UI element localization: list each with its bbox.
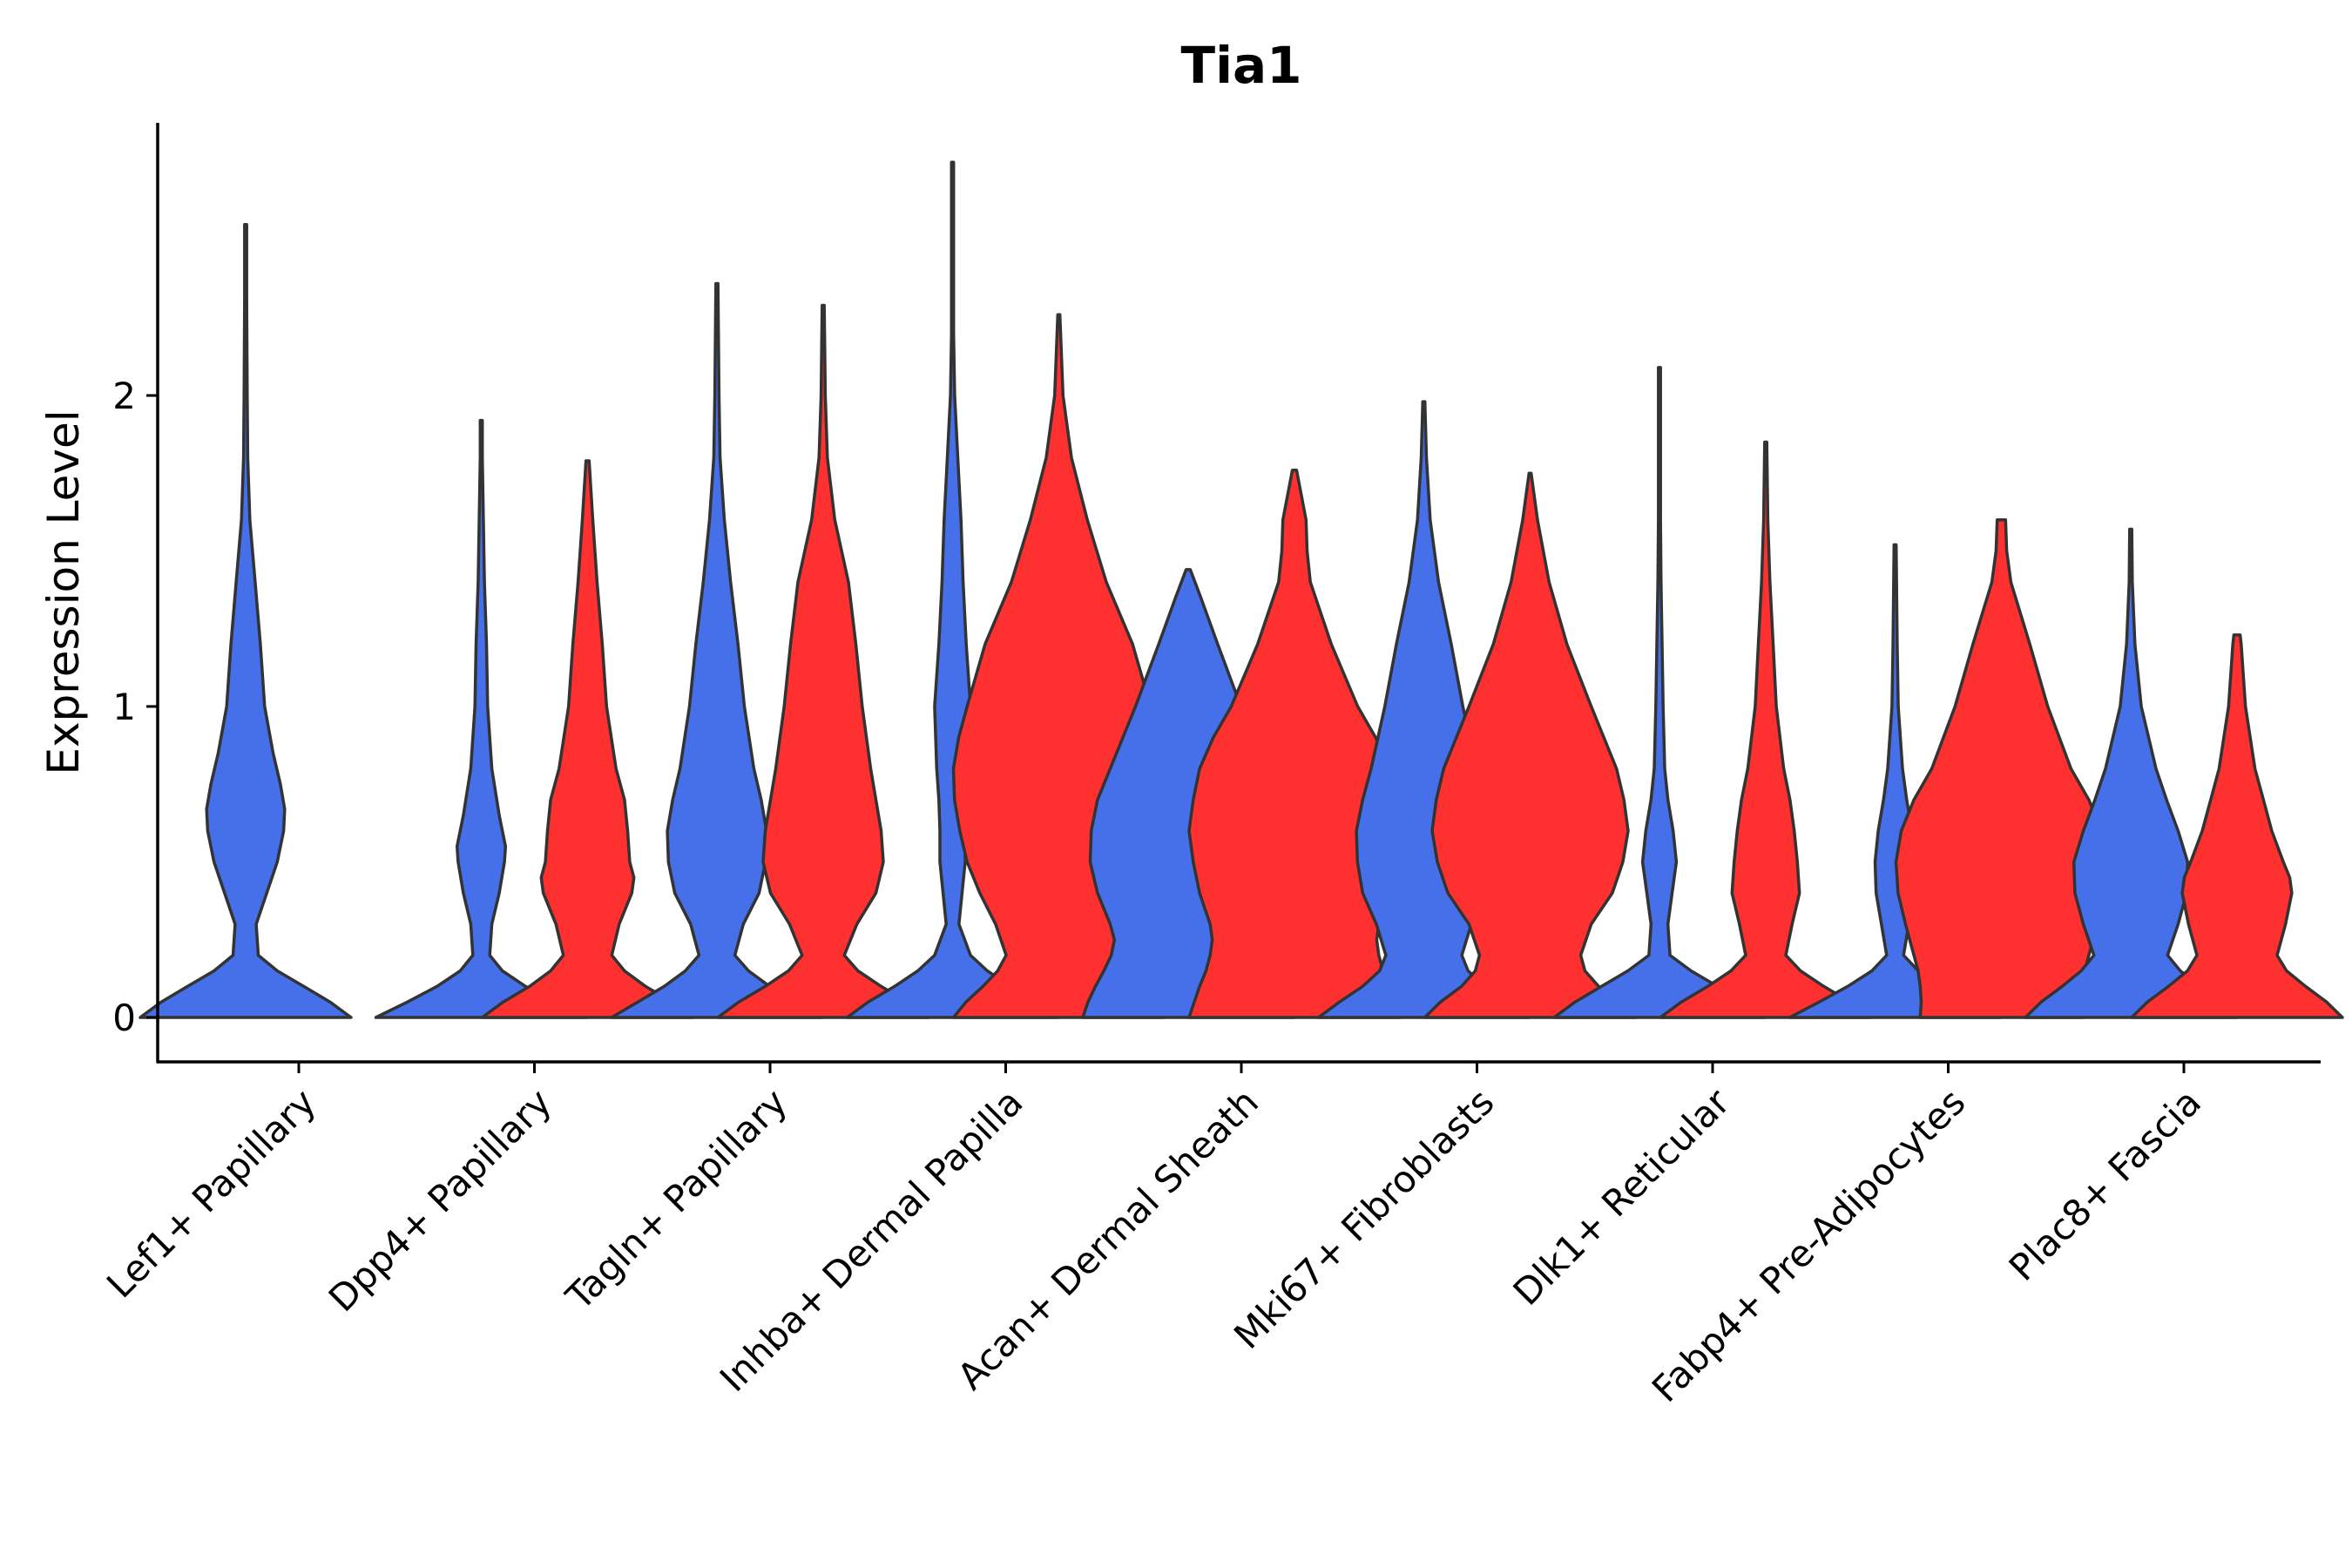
x-tick-label: Plac8+ Fascia [2001,1080,2209,1288]
violin-blue [610,281,824,1019]
violin-red [2130,633,2344,1019]
y-tick-label: 2 [112,375,136,417]
y-ticks: 0 1 2 [112,375,158,1039]
violin-blue [1552,366,1767,1019]
x-tick-label: Mki67+ Fibroblasts [1226,1080,1502,1356]
violin-red [480,459,695,1019]
violin-blue [845,160,1060,1019]
violin-blue [1788,543,2003,1019]
violin-blue [139,222,353,1019]
violin-red [1187,468,1402,1019]
y-axis-label: Expression Level [38,409,89,774]
x-tick-label: Tagln+ Papillary [558,1080,795,1318]
violin-red [1894,518,2109,1019]
violin-red [1659,440,1873,1019]
violins-layer [139,160,2344,1019]
y-tick-label: 1 [112,686,136,728]
violin-blue [374,418,589,1019]
x-tick-label: Dlk1+ Reticular [1505,1080,1739,1314]
y-tick-label: 0 [112,997,136,1039]
chart-title: Tia1 [1181,36,1302,95]
violin-red [716,303,930,1019]
x-tick-label: Dpp4+ Papillary [321,1080,560,1320]
violin-red [1423,471,1638,1019]
x-tick-label: Lef1+ Papillary [98,1080,324,1306]
